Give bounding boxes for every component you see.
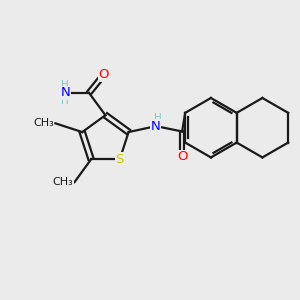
Text: S: S xyxy=(116,153,124,166)
Text: N: N xyxy=(60,86,70,99)
Text: N: N xyxy=(151,120,161,133)
Text: H: H xyxy=(61,80,69,90)
Text: O: O xyxy=(99,68,109,81)
Text: CH₃: CH₃ xyxy=(52,177,73,187)
Text: CH₃: CH₃ xyxy=(33,118,54,128)
Text: H: H xyxy=(154,113,162,123)
Text: O: O xyxy=(177,150,187,163)
Text: H: H xyxy=(61,96,69,106)
